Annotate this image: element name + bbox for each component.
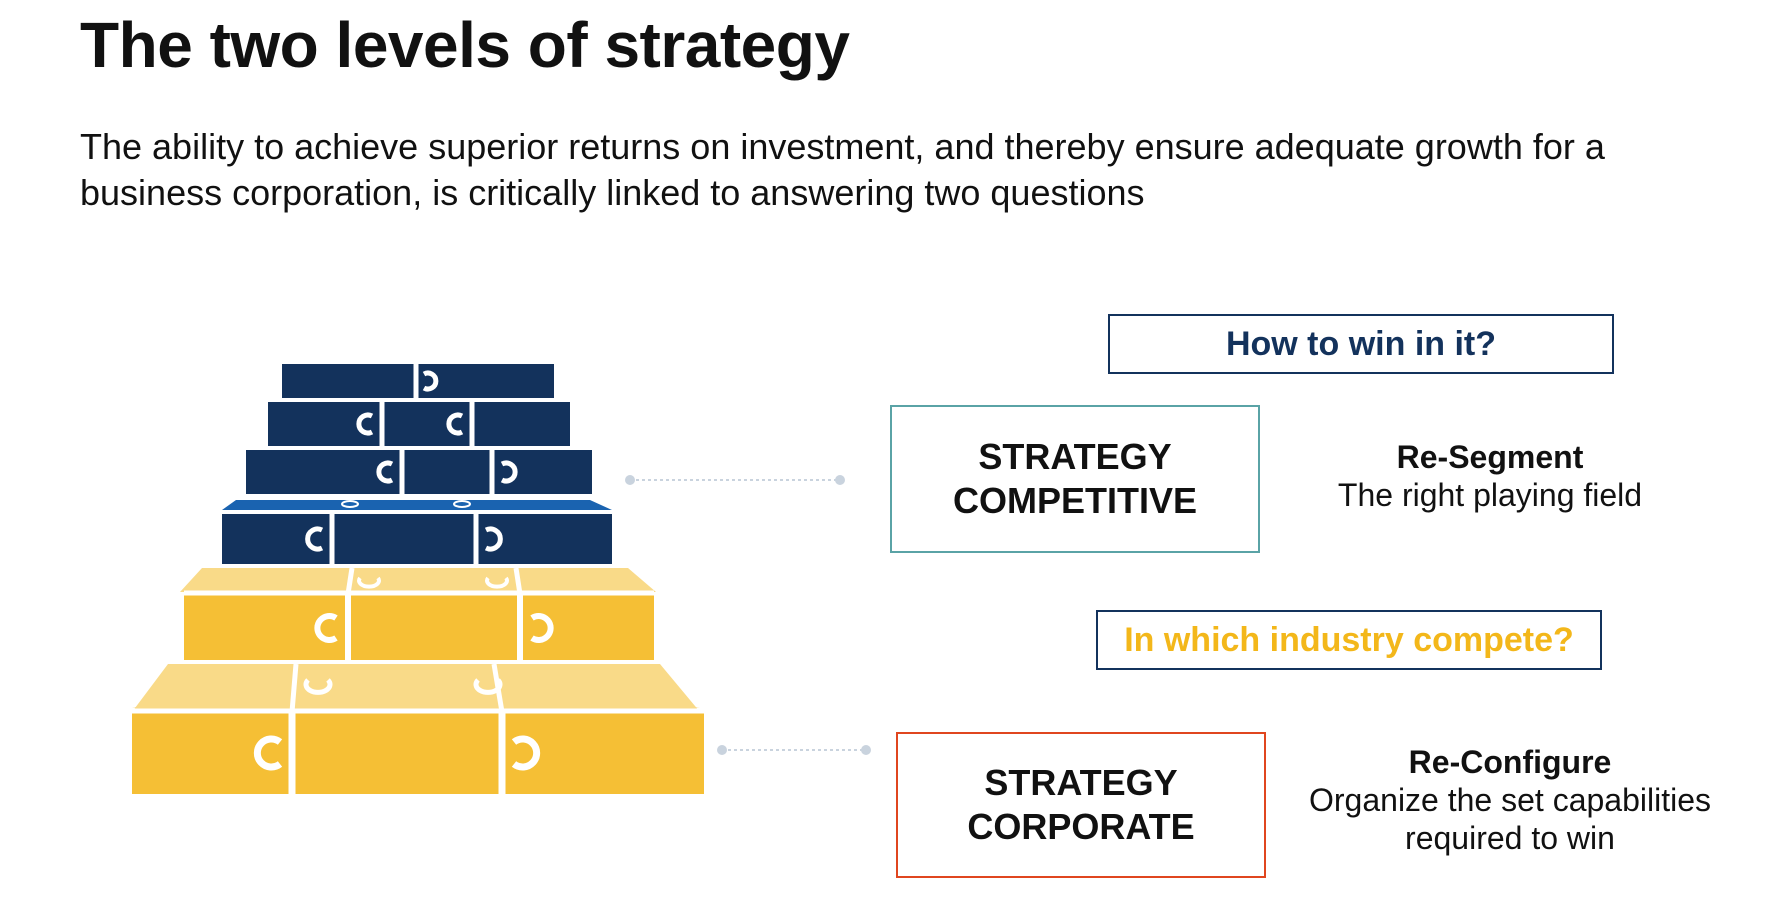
pyramid-level-2 <box>268 402 570 446</box>
strategy-corporate-box: STRATEGY CORPORATE <box>896 732 1266 878</box>
pyramid-level-3 <box>246 450 592 494</box>
strategy-corporate-line1: STRATEGY <box>984 762 1178 803</box>
strategy-competitive-box: STRATEGY COMPETITIVE <box>890 405 1260 553</box>
strategy-corporate-line2: CORPORATE <box>967 806 1195 847</box>
pyramid-level-4 <box>222 500 612 564</box>
description-corporate: Re-Configure Organize the set capabiliti… <box>1300 743 1720 857</box>
description-corporate-text: Organize the set capabilities required t… <box>1309 782 1711 856</box>
connector-corporate <box>717 745 871 755</box>
strategy-competitive-line1: STRATEGY <box>978 436 1172 477</box>
page-title: The two levels of strategy <box>80 9 850 81</box>
question-corporate-box: In which industry compete? <box>1096 610 1602 670</box>
description-competitive-text: The right playing field <box>1337 477 1643 513</box>
description-competitive: Re-Segment The right playing field <box>1315 438 1665 514</box>
pyramid-level-5 <box>180 567 656 660</box>
pyramid-level-6 <box>132 663 704 794</box>
strategy-competitive-line2: COMPETITIVE <box>952 480 1198 521</box>
description-corporate-heading: Re-Configure <box>1408 744 1612 780</box>
description-competitive-heading: Re-Segment <box>1396 439 1584 475</box>
pyramid-level-1 <box>282 364 554 398</box>
page-subtitle: The ability to achieve superior returns … <box>80 126 1605 213</box>
connector-competitive <box>625 475 845 485</box>
question-competitive-box: How to win in it? <box>1108 314 1614 374</box>
